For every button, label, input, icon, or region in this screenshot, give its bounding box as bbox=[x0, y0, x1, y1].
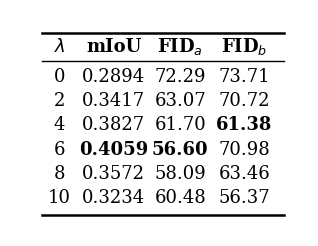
Text: 70.72: 70.72 bbox=[218, 92, 270, 110]
Text: 56.60: 56.60 bbox=[152, 141, 209, 159]
Text: 6: 6 bbox=[54, 141, 65, 159]
Text: mIoU: mIoU bbox=[86, 38, 142, 56]
Text: FID$_a$: FID$_a$ bbox=[157, 36, 203, 57]
Text: 63.07: 63.07 bbox=[154, 92, 206, 110]
Text: 10: 10 bbox=[48, 189, 71, 207]
Text: 73.71: 73.71 bbox=[218, 68, 270, 86]
Text: 72.29: 72.29 bbox=[155, 68, 206, 86]
Text: 63.46: 63.46 bbox=[218, 165, 270, 183]
Text: 8: 8 bbox=[54, 165, 65, 183]
Text: FID$_b$: FID$_b$ bbox=[221, 36, 267, 57]
Text: 4: 4 bbox=[54, 116, 65, 134]
Text: 0: 0 bbox=[54, 68, 65, 86]
Text: 2: 2 bbox=[54, 92, 65, 110]
Text: 60.48: 60.48 bbox=[154, 189, 206, 207]
Text: 70.98: 70.98 bbox=[218, 141, 270, 159]
Text: 0.2894: 0.2894 bbox=[82, 68, 145, 86]
Text: 58.09: 58.09 bbox=[154, 165, 206, 183]
Text: 0.3234: 0.3234 bbox=[82, 189, 145, 207]
Text: 61.38: 61.38 bbox=[216, 116, 273, 134]
Text: 0.3572: 0.3572 bbox=[82, 165, 145, 183]
Text: 0.3827: 0.3827 bbox=[82, 116, 145, 134]
Text: $\lambda$: $\lambda$ bbox=[54, 38, 65, 56]
Text: 61.70: 61.70 bbox=[154, 116, 206, 134]
Text: 56.37: 56.37 bbox=[218, 189, 270, 207]
Text: 0.3417: 0.3417 bbox=[82, 92, 145, 110]
Text: 0.4059: 0.4059 bbox=[79, 141, 148, 159]
